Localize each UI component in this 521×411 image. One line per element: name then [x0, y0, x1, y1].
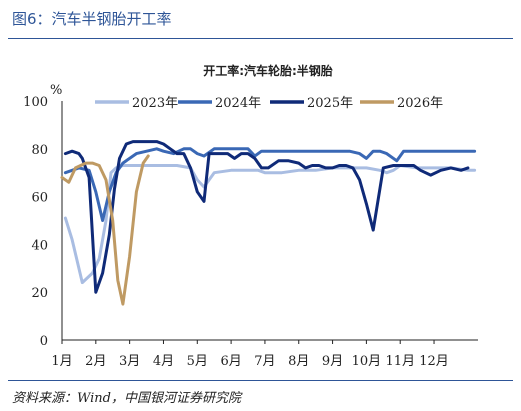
source-note: 资料来源：Wind，中国银河证券研究院 [12, 391, 241, 406]
series-line [63, 140, 470, 294]
figure-title: 图6：汽车半钢胎开工率 [12, 10, 172, 28]
series-line [63, 164, 477, 285]
legend-label: 2024年 [215, 96, 261, 111]
legend-label: 2023年 [132, 96, 178, 111]
series-line [63, 147, 477, 222]
x-tick-label: 6月 [220, 354, 241, 369]
y-tick-label: 40 [31, 238, 48, 253]
x-tick-label: 3月 [119, 354, 140, 369]
legend-label: 2025年 [307, 96, 353, 111]
y-unit-label: % [50, 83, 62, 98]
legend-label: 2026年 [397, 96, 443, 111]
x-tick-label: 1月 [51, 354, 72, 369]
x-tick-label: 2月 [85, 354, 106, 369]
bottom-rule [8, 380, 513, 381]
y-tick-label: 80 [31, 143, 48, 158]
x-tick-label: 10月 [352, 354, 382, 369]
y-tick-label: 0 [40, 334, 48, 349]
series-line [60, 154, 150, 306]
x-tick-label: 5月 [187, 354, 208, 369]
x-tick-label: 11月 [385, 354, 415, 369]
x-tick-label: 7月 [254, 354, 275, 369]
x-tick-label: 12月 [419, 354, 449, 369]
y-tick-label: 20 [31, 286, 48, 301]
x-tick-label: 9月 [322, 354, 343, 369]
top-rule [8, 38, 513, 39]
y-tick-label: 100 [23, 95, 48, 110]
chart-legend: 2023年 2024年 2025年 2026年 [95, 96, 443, 111]
x-tick-label: 8月 [288, 354, 309, 369]
chart-axes: 0 20 40 60 80 100 1月 2月 3月 4月 5月 6月 7月 8月 9月 10月 11月 12月 [23, 95, 478, 369]
y-tick-label: 60 [31, 191, 48, 206]
chart-series [60, 140, 477, 306]
x-tick-label: 4月 [153, 354, 174, 369]
chart-title: 开工率:汽车轮胎:半钢胎 [203, 63, 333, 78]
